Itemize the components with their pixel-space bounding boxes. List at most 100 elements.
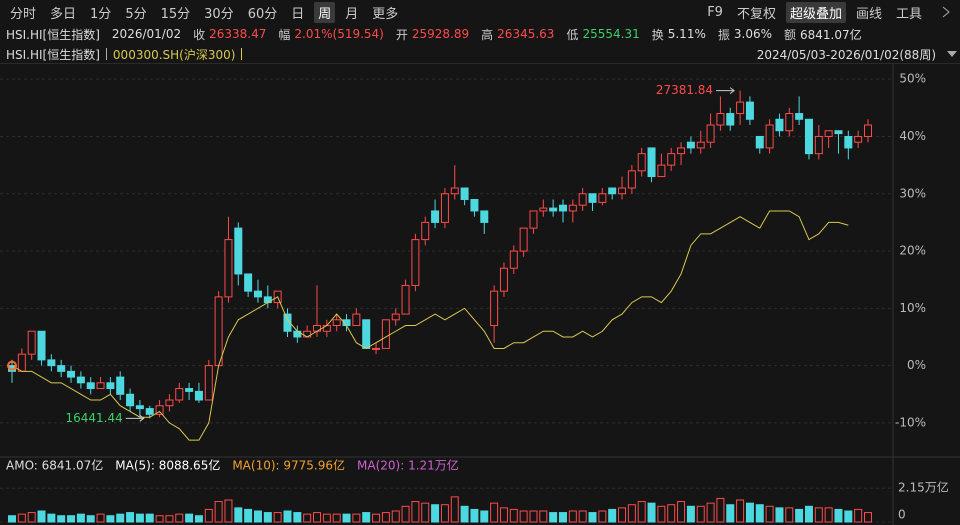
period-tab[interactable]: 周 <box>314 1 336 23</box>
volume-bar <box>57 515 66 523</box>
toolbar: 分时 多日 1分 5分 15分 30分 60分日周月更多 F9 不复权 超级叠加 画线 工具 <box>0 0 960 24</box>
candle-body <box>214 296 223 367</box>
field-label: 收 <box>193 27 206 42</box>
candle-body <box>608 187 617 195</box>
candle-body <box>785 113 794 132</box>
period-tab[interactable]: 30分 <box>204 6 234 22</box>
volume-bar <box>499 507 508 523</box>
candle-body <box>194 390 203 401</box>
candle-body <box>86 382 95 390</box>
volume-bar <box>657 505 666 523</box>
tool-button[interactable]: 工具 <box>895 6 922 22</box>
candle-body <box>47 359 56 367</box>
volume-bar <box>490 502 499 523</box>
volume-bar <box>677 501 686 523</box>
candle-body <box>529 210 538 229</box>
candle-body <box>460 187 469 200</box>
volume-bar <box>706 502 715 523</box>
field-value: 25928.89 <box>411 27 470 41</box>
volume-bar <box>814 507 823 523</box>
y-tick-label: 30% <box>899 186 926 200</box>
volume-bar <box>637 501 646 523</box>
candle-body <box>431 210 440 223</box>
volume-bar <box>440 504 449 523</box>
period-tab[interactable]: 15分 <box>160 6 191 22</box>
candle-body <box>57 365 66 372</box>
period-tab[interactable]: 5分 <box>125 6 147 22</box>
volume-bar <box>362 512 371 523</box>
volume-legend: MA(10): 9775.96亿 <box>232 458 345 473</box>
volume-bar <box>135 513 144 523</box>
candle-body <box>391 313 400 321</box>
period-tab[interactable]: 1分 <box>90 6 112 22</box>
candle-body <box>706 124 715 143</box>
volume-bar <box>293 512 302 523</box>
volume-bar <box>421 502 430 523</box>
volume-bar <box>106 515 115 523</box>
volume-bar <box>391 510 400 523</box>
field-value: 6841.07亿 <box>800 27 862 42</box>
volume-bar <box>126 512 135 523</box>
volume-bar <box>745 502 754 523</box>
tool-button[interactable]: F9 <box>707 4 723 20</box>
volume-bar <box>273 512 282 523</box>
volume-bar <box>864 512 872 523</box>
period-tab[interactable]: 月 <box>345 6 359 22</box>
candle-body <box>27 330 36 355</box>
candle-body <box>126 393 135 407</box>
candle-body <box>155 405 164 415</box>
candle-body <box>637 153 646 172</box>
candle-body <box>519 227 528 252</box>
volume-bar <box>450 496 459 523</box>
candle-body <box>145 408 154 415</box>
candle-body <box>647 147 656 178</box>
volume-bar <box>224 499 233 523</box>
candle-body <box>96 382 105 390</box>
period-tab[interactable]: 日 <box>291 6 305 22</box>
volume-legend: AMO: 6841.07亿 <box>6 458 103 473</box>
candle-body <box>17 353 26 372</box>
candle-body <box>804 118 813 155</box>
field-label: 换 <box>651 27 664 42</box>
dropdown[interactable] <box>946 49 958 59</box>
tool-button[interactable]: 超级叠加 <box>785 1 846 23</box>
candle-body <box>618 187 627 195</box>
volume-bar <box>618 507 627 523</box>
candle-body <box>539 207 548 212</box>
volume-bar <box>509 508 518 523</box>
annotation: 16441.44 <box>65 411 122 425</box>
candle-body <box>381 319 390 349</box>
candle-body <box>686 141 695 149</box>
tool-button[interactable]: 不复权 <box>736 6 776 22</box>
period-tab[interactable]: 分时 <box>10 6 37 22</box>
legend-bar: HSI.HI[恒生指数] 000300.SH(沪深300) 2024/05/03… <box>0 45 960 64</box>
volume-bar <box>627 504 636 523</box>
candle-body <box>598 193 607 203</box>
field-label: 高 <box>481 27 494 42</box>
period-tab[interactable]: 多日 <box>50 6 77 22</box>
volume-bar <box>116 513 125 523</box>
candle-body <box>726 113 735 126</box>
volume-bar <box>667 504 676 523</box>
candle-body <box>135 405 144 410</box>
volume-bar <box>322 513 331 523</box>
candle-body <box>421 221 430 241</box>
volume-bar <box>549 512 558 523</box>
period-tab[interactable]: 60分 <box>247 6 278 22</box>
candle-body <box>234 227 243 275</box>
candle-body <box>568 204 577 212</box>
y-tick-label: 10% <box>899 301 926 315</box>
collapse-icon[interactable] <box>940 5 954 19</box>
candle-body <box>185 388 194 392</box>
candle-body <box>795 113 804 120</box>
candle-body <box>253 290 262 298</box>
period-tab[interactable]: 更多 <box>372 6 399 22</box>
y-tick-label: 0 <box>898 508 906 522</box>
legend-overlay: 000300.SH(沪深300) <box>112 47 236 62</box>
tool-button[interactable]: 画线 <box>855 6 882 22</box>
volume-bar <box>460 505 469 523</box>
volume-bar <box>8 515 16 523</box>
volume-bar <box>27 512 36 523</box>
candle-body <box>440 193 449 223</box>
overlay-line <box>11 210 849 441</box>
